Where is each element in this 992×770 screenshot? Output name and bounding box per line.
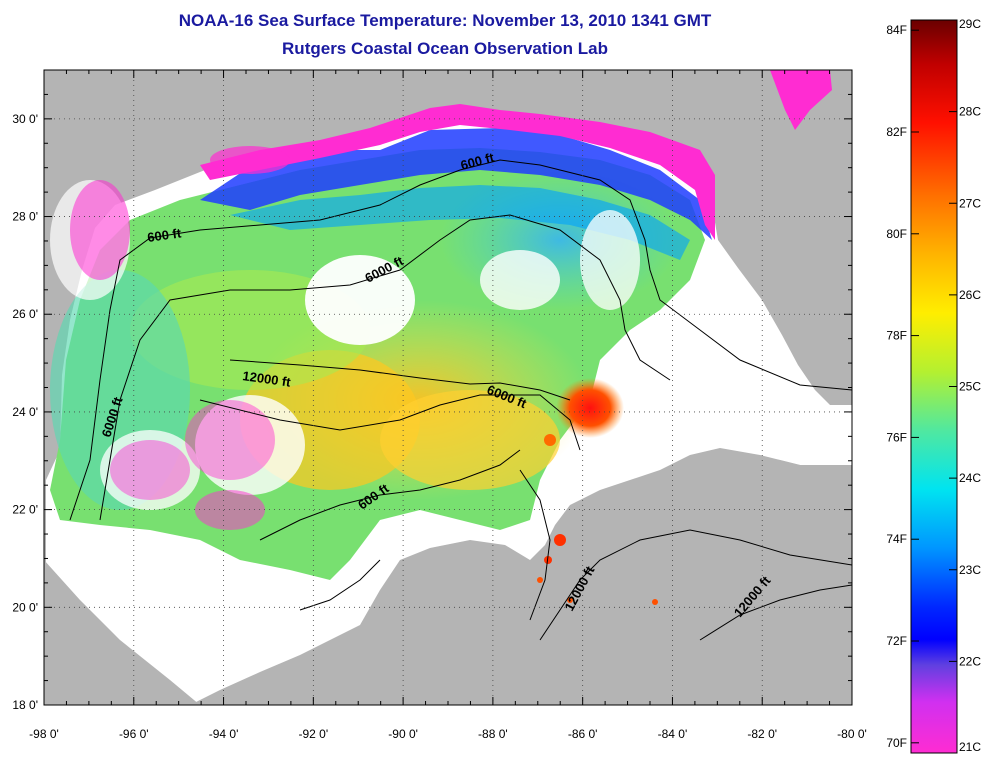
lat-tick-label: 30 0' (12, 112, 38, 126)
colorbar-celsius-label: 28C (959, 105, 981, 119)
colorbar-fahrenheit-label: 82F (886, 125, 907, 139)
colorbar-fahrenheit-label: 74F (886, 532, 907, 546)
lat-tick-label: 18 0' (12, 698, 38, 712)
colorbar-fahrenheit-label: 84F (886, 23, 907, 37)
colorbar-celsius-label: 22C (959, 654, 981, 668)
lon-tick-label: -80 0' (837, 727, 867, 741)
colorbar-fahrenheit-label: 76F (886, 430, 907, 444)
contour-12000ft-b (539, 529, 852, 641)
colorbar-fahrenheit-label: 78F (886, 329, 907, 343)
yucatan-land (380, 510, 575, 705)
map-subtitle: Rutgers Coastal Ocean Observation Lab (282, 39, 608, 58)
colorbar-fahrenheit-label: 72F (886, 634, 907, 648)
colorbar-celsius-label: 25C (959, 380, 981, 394)
colorbar-celsius-label: 27C (959, 196, 981, 210)
contour-12000ft-c (699, 584, 852, 641)
colorbar-celsius-label: 26C (959, 288, 981, 302)
lat-tick-label: 26 0' (12, 307, 38, 321)
axis-ticks: -98 0' -96 0' -94 0' -92 0' -90 0' -88 0' -86 … (12, 69, 867, 741)
map-title: NOAA-16 Sea Surface Temperature: Novembe… (178, 11, 712, 30)
lon-tick-label: -98 0' (29, 727, 59, 741)
lat-tick-label: 22 0' (12, 503, 38, 517)
lon-tick-label: -96 0' (119, 727, 149, 741)
sst-imagery (50, 70, 832, 605)
colorbar-celsius-label: 23C (959, 563, 981, 577)
contour-600ft-b (259, 449, 521, 541)
contour-6000ft-c (519, 469, 551, 621)
colorbar-fahrenheit-label: 80F (886, 227, 907, 241)
lat-tick-label: 28 0' (12, 210, 38, 224)
contour-label: 600 ft (146, 225, 182, 245)
contour-6000ft (99, 214, 671, 521)
lon-tick-label: -92 0' (299, 727, 329, 741)
lon-tick-label: -82 0' (747, 727, 777, 741)
contour-label: 12000 ft (242, 368, 293, 390)
lat-tick-label: 20 0' (12, 600, 38, 614)
lon-tick-label: -84 0' (658, 727, 688, 741)
colorbar-celsius-label: 29C (959, 17, 981, 31)
contour-12000ft (229, 359, 571, 401)
colorbar-fahrenheit-label: 70F (886, 736, 907, 750)
lon-tick-label: -94 0' (209, 727, 239, 741)
contour-600ft (69, 159, 852, 521)
contour-600ft-c (299, 559, 381, 611)
lon-tick-label: -88 0' (478, 727, 508, 741)
colorbar-celsius-label: 21C (959, 740, 981, 754)
lat-tick-label: 24 0' (12, 405, 38, 419)
lon-tick-label: -90 0' (388, 727, 418, 741)
lon-tick-label: -86 0' (568, 727, 598, 741)
florida-land (700, 70, 852, 400)
colorbar-celsius-label: 24C (959, 471, 981, 485)
colorbar: 29C 28C 27C 26C 25C 24C 23C 22C 21C 84F 82F 80F 78F 7… (886, 17, 981, 754)
bathymetry-contours (69, 159, 852, 641)
mexico-land (44, 560, 200, 705)
colorbar-scale (910, 19, 958, 754)
cuba-land (580, 455, 852, 530)
grid-lines (44, 70, 852, 705)
